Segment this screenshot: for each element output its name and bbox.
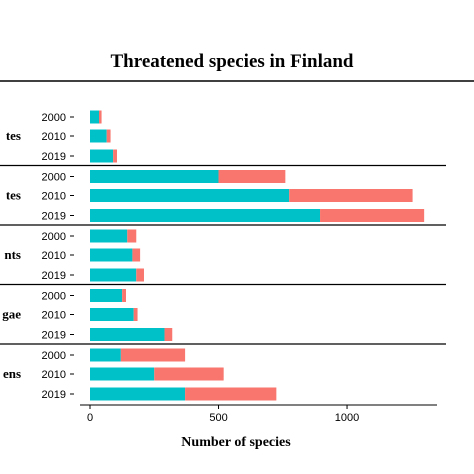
year-tick-label: 2010	[42, 191, 66, 203]
bar-segment-2	[132, 248, 141, 262]
x-axis-label: Number of species	[181, 435, 291, 450]
bar-segment-1	[90, 308, 134, 321]
bar-segment-1	[90, 149, 114, 163]
bar-segment-2	[106, 129, 111, 143]
bar-segment-1	[90, 229, 128, 243]
year-tick-label: 2000	[42, 291, 66, 303]
bar-segment-2	[154, 367, 224, 381]
group-label: ens	[3, 366, 21, 381]
x-axis-ticks: 0 500 1000	[87, 405, 359, 424]
bar-segment-1	[90, 170, 219, 183]
year-tick-label: 2010	[42, 131, 66, 143]
year-tick-label: 2000	[42, 231, 66, 243]
bar-segment-1	[90, 328, 165, 341]
bar-segment-2	[120, 348, 186, 362]
bar-segment-2	[127, 229, 137, 243]
year-tick-label: 2019	[42, 270, 66, 282]
year-tick-label: 2010	[42, 250, 66, 262]
group-label: nts	[4, 247, 21, 262]
group-label: gae	[2, 307, 21, 322]
year-tick-label: 2019	[42, 211, 66, 223]
bar-segment-1	[90, 189, 290, 202]
year-tick-label: 2010	[42, 369, 66, 381]
bar-segment-1	[90, 209, 321, 222]
year-tick-label: 2019	[42, 151, 66, 163]
bar-segment-1	[90, 387, 186, 401]
bar-segment-2	[98, 110, 102, 124]
bar-segment-2	[289, 189, 413, 202]
bar-segment-1	[90, 129, 107, 143]
group-label: tes	[6, 188, 21, 203]
bar-segment-2	[218, 170, 286, 183]
x-tick-label: 1000	[335, 412, 359, 424]
bar-segment-1	[90, 367, 155, 381]
x-tick-label: 0	[87, 412, 93, 424]
year-tick-label: 2000	[42, 350, 66, 362]
bar-segment-2	[136, 268, 144, 282]
bar-segment-1	[90, 248, 133, 262]
bar-segment-2	[164, 328, 173, 341]
x-tick-label: 500	[209, 412, 227, 424]
bar-segment-1	[90, 110, 99, 124]
bar-segment-2	[185, 387, 277, 401]
chart-title: Threatened species in Finland	[111, 51, 354, 72]
group-label: tes	[6, 128, 21, 143]
bar-segment-2	[133, 308, 138, 321]
bar-segment-1	[90, 268, 137, 282]
bar-segment-1	[90, 348, 121, 362]
bar-segment-2	[122, 289, 126, 302]
year-tick-label: 2019	[42, 389, 66, 401]
year-tick-label: 2010	[42, 310, 66, 322]
year-tick-label: 2000	[42, 172, 66, 184]
plot-area: tes 2000 2010 2019 tes 2000 2010 2019 nts 2000 201…	[0, 110, 446, 401]
year-tick-label: 2019	[42, 330, 66, 342]
year-tick-label: 2000	[42, 112, 66, 124]
bar-segment-1	[90, 289, 123, 302]
bar-segment-2	[113, 149, 117, 163]
bar-segment-2	[320, 209, 425, 222]
